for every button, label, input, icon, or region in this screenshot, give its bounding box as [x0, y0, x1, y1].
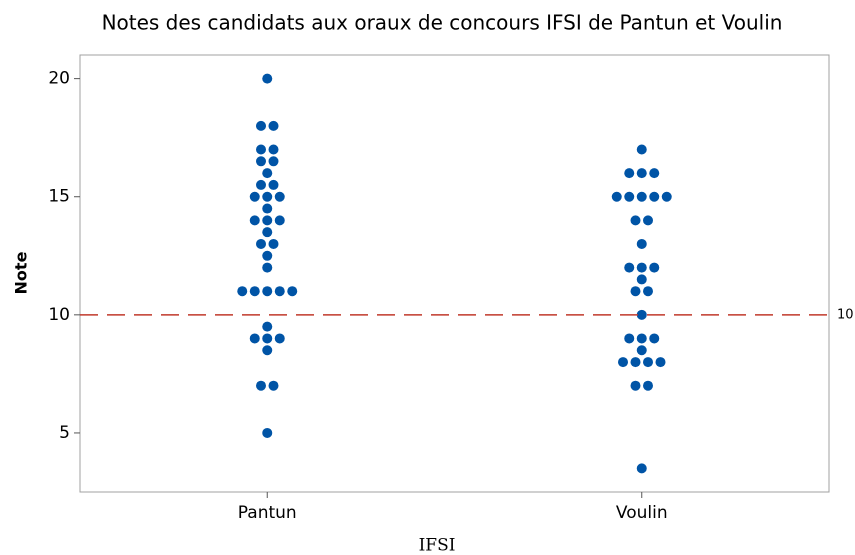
chart-title: Notes des candidats aux oraux de concour… [102, 11, 783, 35]
y-tick-label: 20 [48, 69, 70, 89]
data-point [262, 73, 273, 84]
data-point [249, 333, 260, 344]
data-point [624, 191, 635, 202]
data-point [630, 380, 641, 391]
data-point [630, 357, 641, 368]
data-point [649, 191, 660, 202]
data-point [630, 286, 641, 297]
data-point [256, 179, 266, 190]
data-point [643, 380, 653, 391]
data-point [636, 274, 647, 285]
data-point [274, 333, 285, 344]
data-point [268, 179, 279, 190]
data-point [256, 144, 266, 155]
data-point [636, 463, 647, 474]
data-point [618, 357, 628, 368]
data-point [636, 191, 647, 202]
data-point [655, 357, 666, 368]
data-point [249, 215, 260, 226]
data-point [643, 286, 653, 297]
data-point [262, 250, 273, 261]
data-point [643, 357, 653, 368]
y-tick-label: 5 [59, 423, 70, 443]
data-point [630, 215, 641, 226]
data-point [262, 262, 273, 273]
data-point [262, 286, 273, 297]
data-point [274, 191, 285, 202]
data-point [649, 262, 660, 273]
data-point [636, 238, 647, 249]
data-point [643, 215, 653, 226]
data-point [636, 333, 647, 344]
x-tick-label: Voulin [616, 503, 668, 523]
y-axis-label: Note [12, 251, 31, 294]
y-tick-label: 15 [48, 187, 70, 207]
data-point [262, 321, 273, 332]
data-point [649, 333, 660, 344]
data-point [249, 286, 260, 297]
data-point [262, 427, 273, 438]
data-point [649, 168, 660, 179]
data-point [237, 286, 248, 297]
data-point [262, 215, 273, 226]
data-point [262, 168, 273, 179]
data-point [624, 333, 635, 344]
plot-frame [79, 54, 830, 493]
data-point [268, 238, 279, 249]
data-point [287, 286, 298, 297]
x-tick-label: Pantun [238, 503, 297, 523]
y-tick-label: 10 [48, 305, 70, 325]
data-point [624, 168, 635, 179]
data-point [268, 156, 279, 167]
data-point [636, 144, 647, 155]
data-point [249, 191, 260, 202]
data-point [256, 380, 266, 391]
x-axis-label: IFSI [419, 536, 456, 555]
data-point [274, 215, 285, 226]
data-point [262, 333, 273, 344]
data-point [636, 309, 647, 320]
data-point [268, 120, 279, 131]
data-point [256, 156, 266, 167]
data-point [636, 262, 647, 273]
reference-label: 10 [837, 307, 854, 322]
data-point [262, 345, 273, 356]
data-point [661, 191, 672, 202]
data-point [274, 286, 285, 297]
data-point [636, 168, 647, 179]
data-point [262, 203, 273, 214]
data-point [262, 227, 273, 238]
data-point [256, 120, 266, 131]
data-point [624, 262, 635, 273]
data-point [256, 238, 266, 249]
data-point [611, 191, 622, 202]
data-point [636, 345, 647, 356]
data-point [262, 191, 273, 202]
data-point [268, 144, 279, 155]
data-point [268, 380, 279, 391]
